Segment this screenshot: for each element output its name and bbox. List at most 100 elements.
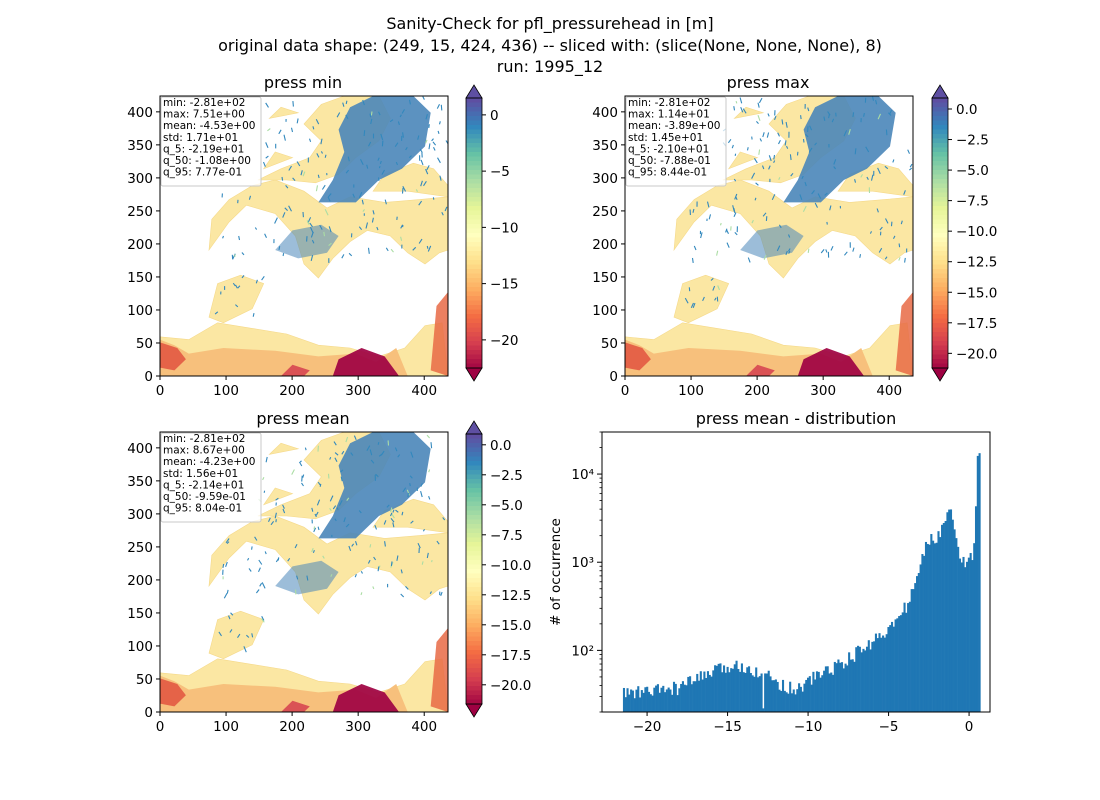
river-segment	[777, 132, 780, 137]
river-segment	[420, 490, 423, 498]
stats-line: max: 7.51e+00	[163, 109, 245, 121]
histogram-bar	[898, 616, 901, 712]
histogram-bar	[955, 538, 958, 712]
y-tick-label: 300	[127, 171, 153, 187]
river-segment	[296, 161, 301, 167]
river-segment	[380, 133, 384, 141]
histogram-bar	[773, 680, 776, 712]
river-segment	[763, 254, 767, 260]
river-segment	[377, 566, 380, 572]
river-segment	[426, 434, 431, 439]
histogram-bar	[742, 672, 745, 712]
river-segment	[854, 148, 857, 155]
river-segment	[306, 575, 309, 581]
river-segment	[310, 231, 314, 238]
river-segment	[817, 193, 822, 199]
river-segment	[381, 169, 385, 175]
colorbar-band	[932, 345, 948, 351]
river-segment	[420, 159, 424, 166]
colorbar-tick-label: −5.0	[490, 498, 523, 514]
histogram-bar	[656, 684, 659, 712]
river-segment	[773, 160, 776, 163]
river-segment	[235, 304, 239, 308]
histogram-bar	[692, 681, 695, 712]
histogram-bar	[908, 601, 911, 712]
x-tick-label: −15	[713, 719, 742, 735]
colorbar-band	[466, 201, 482, 207]
x-tick-label: −5	[879, 719, 899, 735]
colorbar-extend-max	[465, 420, 483, 435]
colorbar-tick-label: −20.0	[956, 346, 997, 362]
river-segment	[360, 570, 363, 574]
colorbar-band	[932, 197, 948, 203]
river-segment	[265, 142, 269, 149]
river-segment	[410, 520, 414, 524]
river-segment	[428, 469, 431, 473]
colorbar-band	[932, 233, 948, 239]
histogram-bar	[971, 560, 974, 712]
stats-line: std: 1.71e+01	[163, 132, 238, 144]
y-tick-label: 200	[592, 237, 618, 253]
x-tick-label: 200	[279, 383, 305, 399]
colorbar-band	[932, 143, 948, 149]
stats-box	[160, 96, 262, 187]
colorbar-band	[466, 251, 482, 257]
stats-line: min: -2.81e+02	[163, 97, 245, 109]
river-segment	[786, 145, 789, 149]
river-segment	[222, 563, 225, 568]
colorbar-band	[466, 434, 482, 440]
histogram-bar	[930, 534, 933, 712]
river-segment	[366, 164, 369, 169]
x-tick-label: 300	[345, 383, 371, 399]
river-segment	[214, 311, 219, 315]
colorbar-tick-label: −7.5	[956, 194, 989, 210]
colorbar-band	[466, 350, 482, 356]
river-segment	[727, 138, 732, 144]
colorbar-band	[466, 143, 482, 149]
river-segment	[395, 161, 399, 166]
river-segment	[251, 546, 253, 550]
river-segment	[275, 497, 279, 501]
river-segment	[308, 138, 312, 142]
river-segment	[814, 142, 818, 146]
histogram-bar	[951, 519, 954, 712]
colorbar-band	[932, 152, 948, 158]
colorbar-band	[466, 165, 482, 171]
colorbar-band	[466, 632, 482, 638]
colorbar-band	[466, 519, 482, 525]
colorbar-band	[466, 170, 482, 176]
river-segment	[262, 476, 265, 481]
river-segment	[232, 282, 236, 287]
river-segment	[328, 226, 332, 233]
histogram-bar	[644, 687, 647, 712]
histogram-bar	[903, 602, 906, 712]
colorbar-band	[466, 111, 482, 117]
colorbar-band	[466, 483, 482, 489]
histogram-bar	[689, 676, 692, 712]
colorbar-band	[932, 327, 948, 333]
colorbar-band	[466, 219, 482, 225]
river-segment	[251, 633, 254, 638]
river-segment	[380, 450, 385, 456]
histogram-bar	[878, 633, 881, 712]
river-segment	[329, 507, 332, 512]
colorbar-band	[466, 138, 482, 144]
histogram-bar	[871, 641, 874, 712]
colorbar-band	[932, 98, 948, 104]
south-patch	[160, 678, 186, 707]
river-segment	[377, 157, 380, 161]
colorbar-tick-label: −10.0	[490, 558, 531, 574]
colorbar-band	[466, 636, 482, 642]
stats-line: q_50: -9.59e-01	[163, 491, 246, 503]
colorbar-band	[932, 251, 948, 257]
river-segment	[368, 141, 372, 147]
histogram-bar	[837, 659, 840, 712]
histogram-bar	[949, 509, 953, 712]
river-segment	[248, 195, 252, 200]
colorbar-tick-label: −17.5	[490, 648, 531, 664]
stats-line: max: 1.14e+01	[628, 109, 710, 121]
river-segment	[237, 633, 241, 639]
river-segment	[735, 196, 738, 201]
river-segment	[386, 504, 390, 508]
stats-line: q_5: -2.14e+01	[163, 479, 244, 491]
